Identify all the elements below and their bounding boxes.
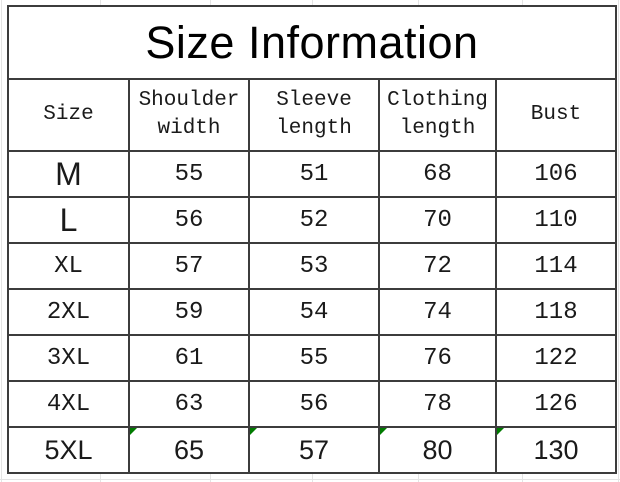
sleeve-length-cell: 57: [248, 426, 380, 474]
background-gridline: [1, 0, 2, 482]
column-header-shoulder-width: Shoulder width: [128, 78, 250, 152]
bust-cell: 118: [495, 288, 617, 336]
clothing-length-cell: 68: [378, 150, 497, 198]
cell-error-flag-icon: [498, 429, 504, 435]
table-row: M 55 51 68 106: [7, 150, 617, 198]
page-title: Size Information: [7, 5, 617, 80]
shoulder-width-cell: 59: [128, 288, 250, 336]
sleeve-length-cell: 55: [248, 334, 380, 382]
size-cell: XL: [7, 242, 130, 290]
size-cell: 3XL: [7, 334, 130, 382]
bust-cell: 126: [495, 380, 617, 428]
cell-error-flag-icon: [381, 429, 387, 435]
clothing-length-cell: 70: [378, 196, 497, 244]
shoulder-width-cell: 61: [128, 334, 250, 382]
column-header-size: Size: [7, 78, 130, 152]
table-row: 2XL 59 54 74 118: [7, 288, 617, 336]
clothing-length-cell: 80: [378, 426, 497, 474]
column-header-clothing-length: Clothing length: [378, 78, 497, 152]
shoulder-width-cell: 55: [128, 150, 250, 198]
cell-error-flag-icon: [251, 429, 257, 435]
cell-error-flag-icon: [131, 429, 137, 435]
shoulder-width-cell: 63: [128, 380, 250, 428]
size-cell: 4XL: [7, 380, 130, 428]
bust-cell: 122: [495, 334, 617, 382]
size-cell: L: [7, 196, 130, 244]
background-gridline: [618, 0, 619, 482]
column-header-sleeve-length: Sleeve length: [248, 78, 380, 152]
clothing-length-cell: 76: [378, 334, 497, 382]
sleeve-length-cell: 56: [248, 380, 380, 428]
shoulder-width-cell: 57: [128, 242, 250, 290]
size-cell: 5XL: [7, 426, 130, 474]
table-row: 5XL 65 57 80 130: [7, 426, 617, 474]
bust-cell: 110: [495, 196, 617, 244]
table-row: XL 57 53 72 114: [7, 242, 617, 290]
bust-cell: 114: [495, 242, 617, 290]
sleeve-length-cell: 51: [248, 150, 380, 198]
table-row: L 56 52 70 110: [7, 196, 617, 244]
cell-value: 130: [533, 434, 579, 465]
cell-value: 65: [173, 434, 205, 465]
sleeve-length-cell: 54: [248, 288, 380, 336]
size-cell: M: [7, 150, 130, 198]
sleeve-length-cell: 53: [248, 242, 380, 290]
bust-cell: 106: [495, 150, 617, 198]
sleeve-length-cell: 52: [248, 196, 380, 244]
column-header-bust: Bust: [495, 78, 617, 152]
clothing-length-cell: 74: [378, 288, 497, 336]
size-cell: 2XL: [7, 288, 130, 336]
clothing-length-cell: 72: [378, 242, 497, 290]
bust-cell: 130: [495, 426, 617, 474]
background-gridline: [0, 479, 620, 480]
shoulder-width-cell: 65: [128, 426, 250, 474]
table-row: 4XL 63 56 78 126: [7, 380, 617, 428]
cell-value: 80: [422, 434, 453, 465]
table-row: 3XL 61 55 76 122: [7, 334, 617, 382]
size-information-table: Size Information Size Shoulder width Sle…: [7, 5, 617, 474]
clothing-length-cell: 78: [378, 380, 497, 428]
shoulder-width-cell: 56: [128, 196, 250, 244]
cell-value: 57: [298, 434, 330, 465]
